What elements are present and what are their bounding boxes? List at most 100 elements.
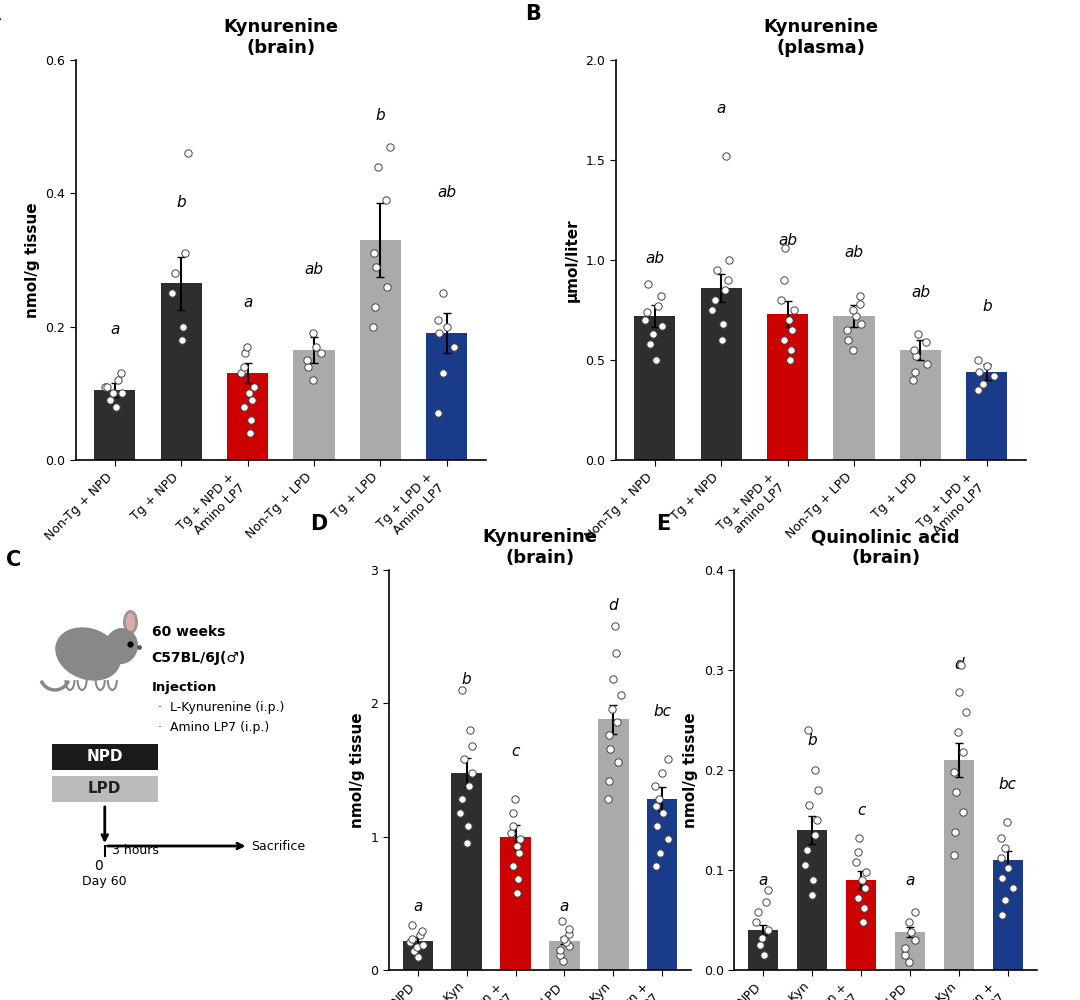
Point [747, 914, 765, 930]
Point [411, 927, 429, 943]
Point [367, 259, 384, 275]
Text: ab: ab [778, 233, 797, 248]
Point [365, 319, 382, 335]
Text: B: B [525, 4, 541, 24]
Point [414, 923, 431, 939]
Point [458, 835, 475, 851]
Point [855, 900, 873, 916]
Bar [967, 372, 1008, 460]
Text: 3 hours: 3 hours [112, 843, 159, 856]
Bar [834, 316, 875, 460]
Text: C57BL/6J(♂): C57BL/6J(♂) [151, 651, 246, 665]
Point [901, 954, 918, 970]
Point [430, 405, 447, 421]
Point [807, 762, 824, 778]
Point [131, 639, 148, 655]
Point [509, 885, 526, 901]
Point [706, 292, 724, 308]
Point [799, 722, 816, 738]
Point [755, 947, 772, 963]
Point [508, 838, 525, 854]
Point [946, 764, 963, 780]
Point [996, 840, 1013, 856]
Point [461, 722, 478, 738]
Text: c: c [511, 744, 519, 759]
Point [858, 864, 875, 880]
Point [805, 872, 822, 888]
Point [757, 894, 774, 910]
Point [561, 921, 578, 937]
Point [997, 892, 1014, 908]
Bar [227, 373, 268, 460]
Y-axis label: μmol/liter: μmol/liter [565, 218, 580, 302]
Point [950, 684, 968, 700]
Point [365, 245, 382, 261]
Text: d: d [954, 657, 963, 672]
Point [947, 784, 964, 800]
Y-axis label: nmol/g tissue: nmol/g tissue [684, 712, 699, 828]
Text: ab: ab [305, 262, 324, 277]
Title: Kynurenine
(brain): Kynurenine (brain) [224, 18, 338, 57]
Point [896, 940, 914, 956]
Point [850, 890, 867, 906]
Point [430, 325, 447, 341]
Point [504, 818, 522, 834]
Text: Injection: Injection [151, 682, 217, 694]
Point [970, 352, 987, 368]
Point [555, 953, 572, 969]
Point [649, 298, 666, 314]
Point [173, 332, 190, 348]
Bar [403, 941, 433, 970]
Point [551, 947, 568, 963]
Text: d: d [608, 598, 618, 613]
Point [716, 282, 733, 298]
Ellipse shape [126, 613, 135, 631]
Point [463, 765, 481, 781]
Point [775, 272, 793, 288]
Point [602, 741, 619, 757]
Text: a: a [243, 295, 253, 310]
Point [307, 339, 324, 355]
Point [454, 682, 471, 698]
Point [241, 425, 258, 441]
Point [953, 657, 970, 673]
Bar [797, 830, 827, 970]
Point [843, 342, 861, 358]
Ellipse shape [55, 627, 121, 681]
Point [409, 949, 427, 965]
Bar [161, 283, 202, 460]
Point [232, 365, 249, 381]
Text: b: b [176, 195, 186, 210]
Point [797, 857, 814, 873]
Text: 0: 0 [94, 859, 103, 873]
Point [719, 272, 737, 288]
Point [406, 943, 423, 959]
Text: b: b [808, 733, 818, 748]
Bar [846, 880, 876, 970]
Point [754, 930, 771, 946]
Point [845, 302, 862, 318]
Point [809, 782, 826, 798]
Bar [294, 350, 335, 460]
Point [435, 365, 453, 381]
Point [96, 379, 113, 395]
Point [107, 399, 124, 415]
Point [243, 412, 260, 428]
Bar [360, 240, 401, 460]
Point [970, 364, 987, 380]
Point [807, 827, 824, 843]
Point [454, 791, 471, 807]
Text: ab: ab [437, 185, 456, 200]
Point [978, 358, 996, 374]
Point [299, 359, 316, 375]
Bar [451, 773, 482, 970]
Point [645, 326, 662, 342]
Point [299, 352, 316, 368]
Point [855, 880, 873, 896]
Point [985, 368, 1002, 384]
Point [461, 778, 478, 794]
Point [896, 947, 914, 963]
Point [653, 765, 671, 781]
Point [651, 845, 669, 861]
Point [408, 939, 426, 955]
